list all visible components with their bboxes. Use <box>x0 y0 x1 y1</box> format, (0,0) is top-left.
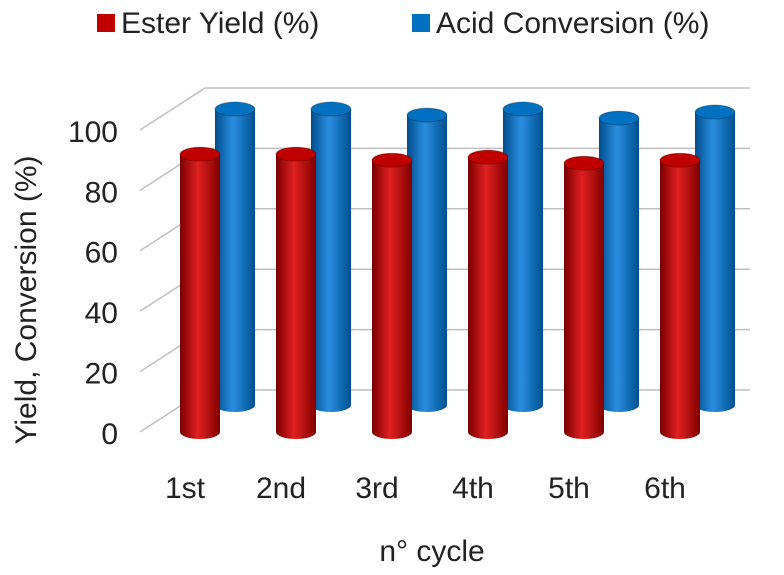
bar-top <box>563 155 605 171</box>
bar-top <box>502 101 544 117</box>
y-tick-label: 100 <box>68 116 118 149</box>
bar <box>180 154 220 439</box>
bar-top <box>275 146 317 162</box>
x-tick-label: 3rd <box>355 472 398 505</box>
plot: 0 20 40 60 80 100 1st 2nd 3rd 4th 5th 6th <box>68 87 750 505</box>
y-tick-label: 20 <box>85 358 118 391</box>
y-tick-label: 80 <box>85 176 118 209</box>
bar-top <box>371 152 413 168</box>
bar-top <box>214 101 256 117</box>
bar <box>407 115 447 412</box>
bar <box>503 109 543 412</box>
bar <box>311 109 351 412</box>
bar-top <box>179 146 221 162</box>
bar-top <box>467 149 509 165</box>
legend-swatch <box>97 14 115 32</box>
y-tick-label: 60 <box>85 237 118 270</box>
y-tick-label: 0 <box>101 418 118 451</box>
x-tick-label: 5th <box>548 472 590 505</box>
x-tick-label: 4th <box>452 472 494 505</box>
y-axis-title: Yield, Conversion (%) <box>10 156 43 445</box>
legend-label: Ester Yield (%) <box>121 7 319 40</box>
bar-top <box>310 101 352 117</box>
bar <box>215 109 255 412</box>
bar <box>564 163 604 439</box>
x-axis-title: n° cycle <box>379 535 484 568</box>
y-tick-label: 40 <box>85 297 118 330</box>
bar <box>599 118 639 412</box>
grid-line <box>139 87 750 131</box>
bar-top <box>659 152 701 168</box>
x-tick-label: 6th <box>644 472 686 505</box>
legend-label: Acid Conversion (%) <box>436 7 709 40</box>
bar-top <box>406 107 448 123</box>
bar <box>660 160 700 439</box>
bar-top <box>598 110 640 126</box>
bar-top <box>694 104 736 120</box>
bar <box>468 157 508 439</box>
legend-swatch <box>412 14 430 32</box>
bar <box>695 112 735 412</box>
bar <box>372 160 412 439</box>
bar <box>276 154 316 439</box>
x-tick-label: 1st <box>165 472 206 505</box>
x-tick-label: 2nd <box>256 472 306 505</box>
